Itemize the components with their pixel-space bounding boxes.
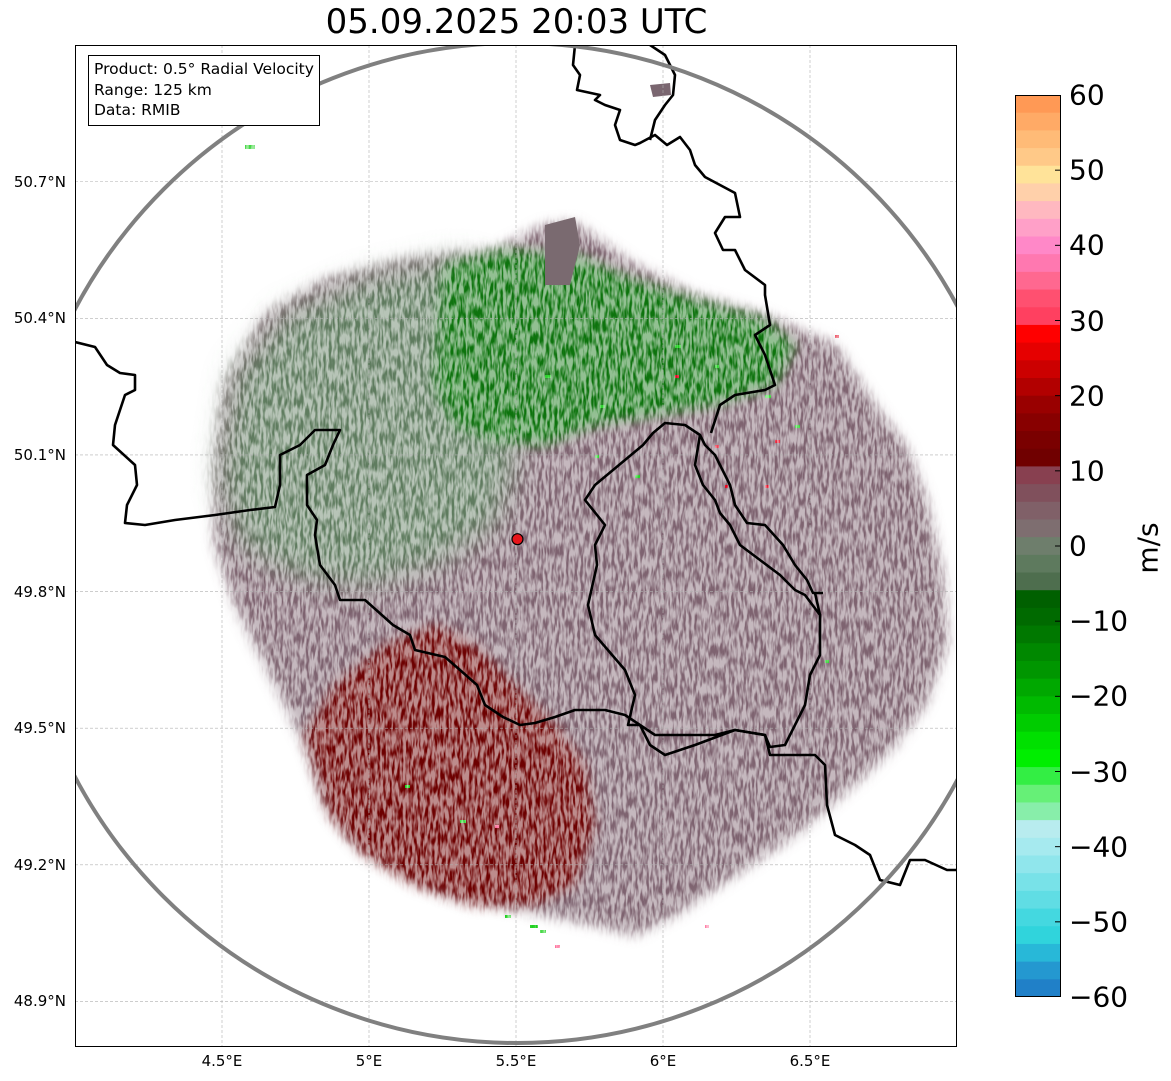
colorbar-tick-label: −20	[1069, 679, 1129, 713]
colorbar-segment	[1015, 890, 1061, 910]
map-border	[75, 45, 957, 1047]
colorbar-segment	[1015, 448, 1061, 468]
colorbar-segment	[1015, 873, 1061, 892]
colorbar-tick-label: −10	[1069, 604, 1129, 638]
colorbar-segment	[1015, 943, 1061, 963]
lon-tick-label: 6.5°E	[789, 1052, 831, 1070]
country-borders	[75, 45, 957, 887]
colorbar-tick-label: 50	[1069, 153, 1105, 187]
colorbar-segment	[1015, 148, 1061, 167]
border-luxembourg	[583, 421, 822, 749]
colorbar-segment	[1015, 183, 1061, 202]
lat-tick-label: 50.4°N	[13, 309, 66, 328]
colorbar-segment	[1015, 660, 1061, 680]
lat-tick-label: 49.5°N	[13, 719, 66, 738]
info-product: Product: 0.5° Radial Velocity	[94, 60, 314, 78]
border-belgium-germany	[571, 45, 823, 616]
echo-patch-ne	[650, 83, 671, 97]
colorbar-tick-label: −60	[1069, 980, 1129, 1014]
colorbar-segment	[1015, 767, 1061, 786]
colorbar-segment	[1015, 342, 1061, 361]
colorbar-segment	[1015, 360, 1061, 379]
colorbar-segment	[1015, 696, 1061, 715]
colorbar-segment	[1015, 714, 1061, 733]
radar-site-marker[interactable]	[511, 533, 524, 546]
colorbar-tick-label: −40	[1069, 830, 1129, 864]
colorbar-segment	[1015, 236, 1061, 255]
colorbar-segment	[1015, 201, 1061, 220]
colorbar-label: m/s	[1131, 522, 1165, 574]
colorbar-segment	[1015, 643, 1061, 662]
colorbar-segment	[1015, 431, 1061, 450]
colorbar-segment	[1015, 837, 1061, 857]
colorbar-segment	[1015, 802, 1061, 821]
colorbar-segment	[1015, 484, 1061, 503]
colorbar-segment	[1015, 731, 1061, 750]
colorbar-tick-label: 0	[1069, 529, 1087, 563]
lat-tick-label: 49.2°N	[13, 855, 66, 874]
colorbar-segment	[1015, 254, 1061, 273]
colorbar-segment	[1015, 625, 1061, 644]
colorbar-segment	[1015, 466, 1061, 485]
colorbar-segment	[1015, 554, 1061, 574]
radar-range-ring	[75, 45, 957, 1045]
colorbar-segment	[1015, 961, 1061, 980]
colorbar-segment	[1015, 95, 1061, 114]
colorbar-segment	[1015, 501, 1061, 521]
border-france-belgium	[75, 340, 957, 887]
colorbar-segment	[1015, 926, 1061, 945]
chart-title: 05.09.2025 20:03 UTC	[325, 2, 708, 42]
colorbar-tick-label: 30	[1069, 304, 1105, 337]
lat-tick-label: 48.9°N	[13, 992, 66, 1011]
colorbar-segment	[1015, 784, 1061, 804]
border-netherlands-tip	[648, 45, 677, 141]
colorbar-segment	[1015, 324, 1061, 344]
colorbar-segment	[1015, 908, 1061, 927]
colorbar-segment	[1015, 289, 1061, 308]
colorbar-tick-label: −50	[1069, 905, 1129, 939]
colorbar-segment	[1015, 537, 1061, 556]
colorbar-segment	[1015, 678, 1061, 697]
colorbar-tick-label: 60	[1069, 78, 1105, 112]
colorbar-segment	[1015, 979, 1061, 997]
radar-map[interactable]	[75, 45, 957, 1047]
colorbar	[1015, 95, 1061, 997]
colorbar-segment	[1015, 590, 1061, 609]
lon-tick-label: 5°E	[355, 1052, 383, 1070]
colorbar-segment	[1015, 130, 1061, 149]
lon-tick-label: 6°E	[649, 1052, 677, 1070]
colorbar-segment	[1015, 218, 1061, 238]
colorbar-segment	[1015, 820, 1061, 839]
colorbar-segment	[1015, 165, 1061, 185]
lon-tick-label: 5.5°E	[495, 1052, 537, 1070]
colorbar-segment	[1015, 749, 1061, 768]
colorbar-segment	[1015, 607, 1061, 627]
colorbar-segment	[1015, 112, 1061, 131]
colorbar-segment	[1015, 271, 1061, 291]
info-box: Product: 0.5° Radial Velocity Range: 125…	[88, 55, 320, 126]
colorbar-tick-label: 10	[1069, 454, 1105, 488]
colorbar-tick-label: −30	[1069, 755, 1129, 788]
colorbar-segment	[1015, 855, 1061, 874]
colorbar-tick-label: 20	[1069, 379, 1105, 413]
lat-tick-label: 50.1°N	[13, 445, 66, 464]
colorbar-segment	[1015, 377, 1061, 397]
lat-tick-label: 49.8°N	[13, 582, 66, 601]
colorbar-segment	[1015, 413, 1061, 432]
colorbar-segment	[1015, 395, 1061, 414]
lat-tick-label: 50.7°N	[13, 172, 66, 191]
info-source: Data: RMIB	[94, 101, 181, 119]
info-range: Range: 125 km	[94, 80, 212, 99]
colorbar-segment	[1015, 307, 1061, 326]
colorbar-segment	[1015, 519, 1061, 538]
graticule	[75, 45, 957, 1047]
colorbar-segment	[1015, 572, 1061, 591]
colorbar-tick-label: 40	[1069, 228, 1105, 262]
lon-tick-label: 4.5°E	[201, 1052, 243, 1070]
echo-patch-north	[545, 217, 580, 285]
